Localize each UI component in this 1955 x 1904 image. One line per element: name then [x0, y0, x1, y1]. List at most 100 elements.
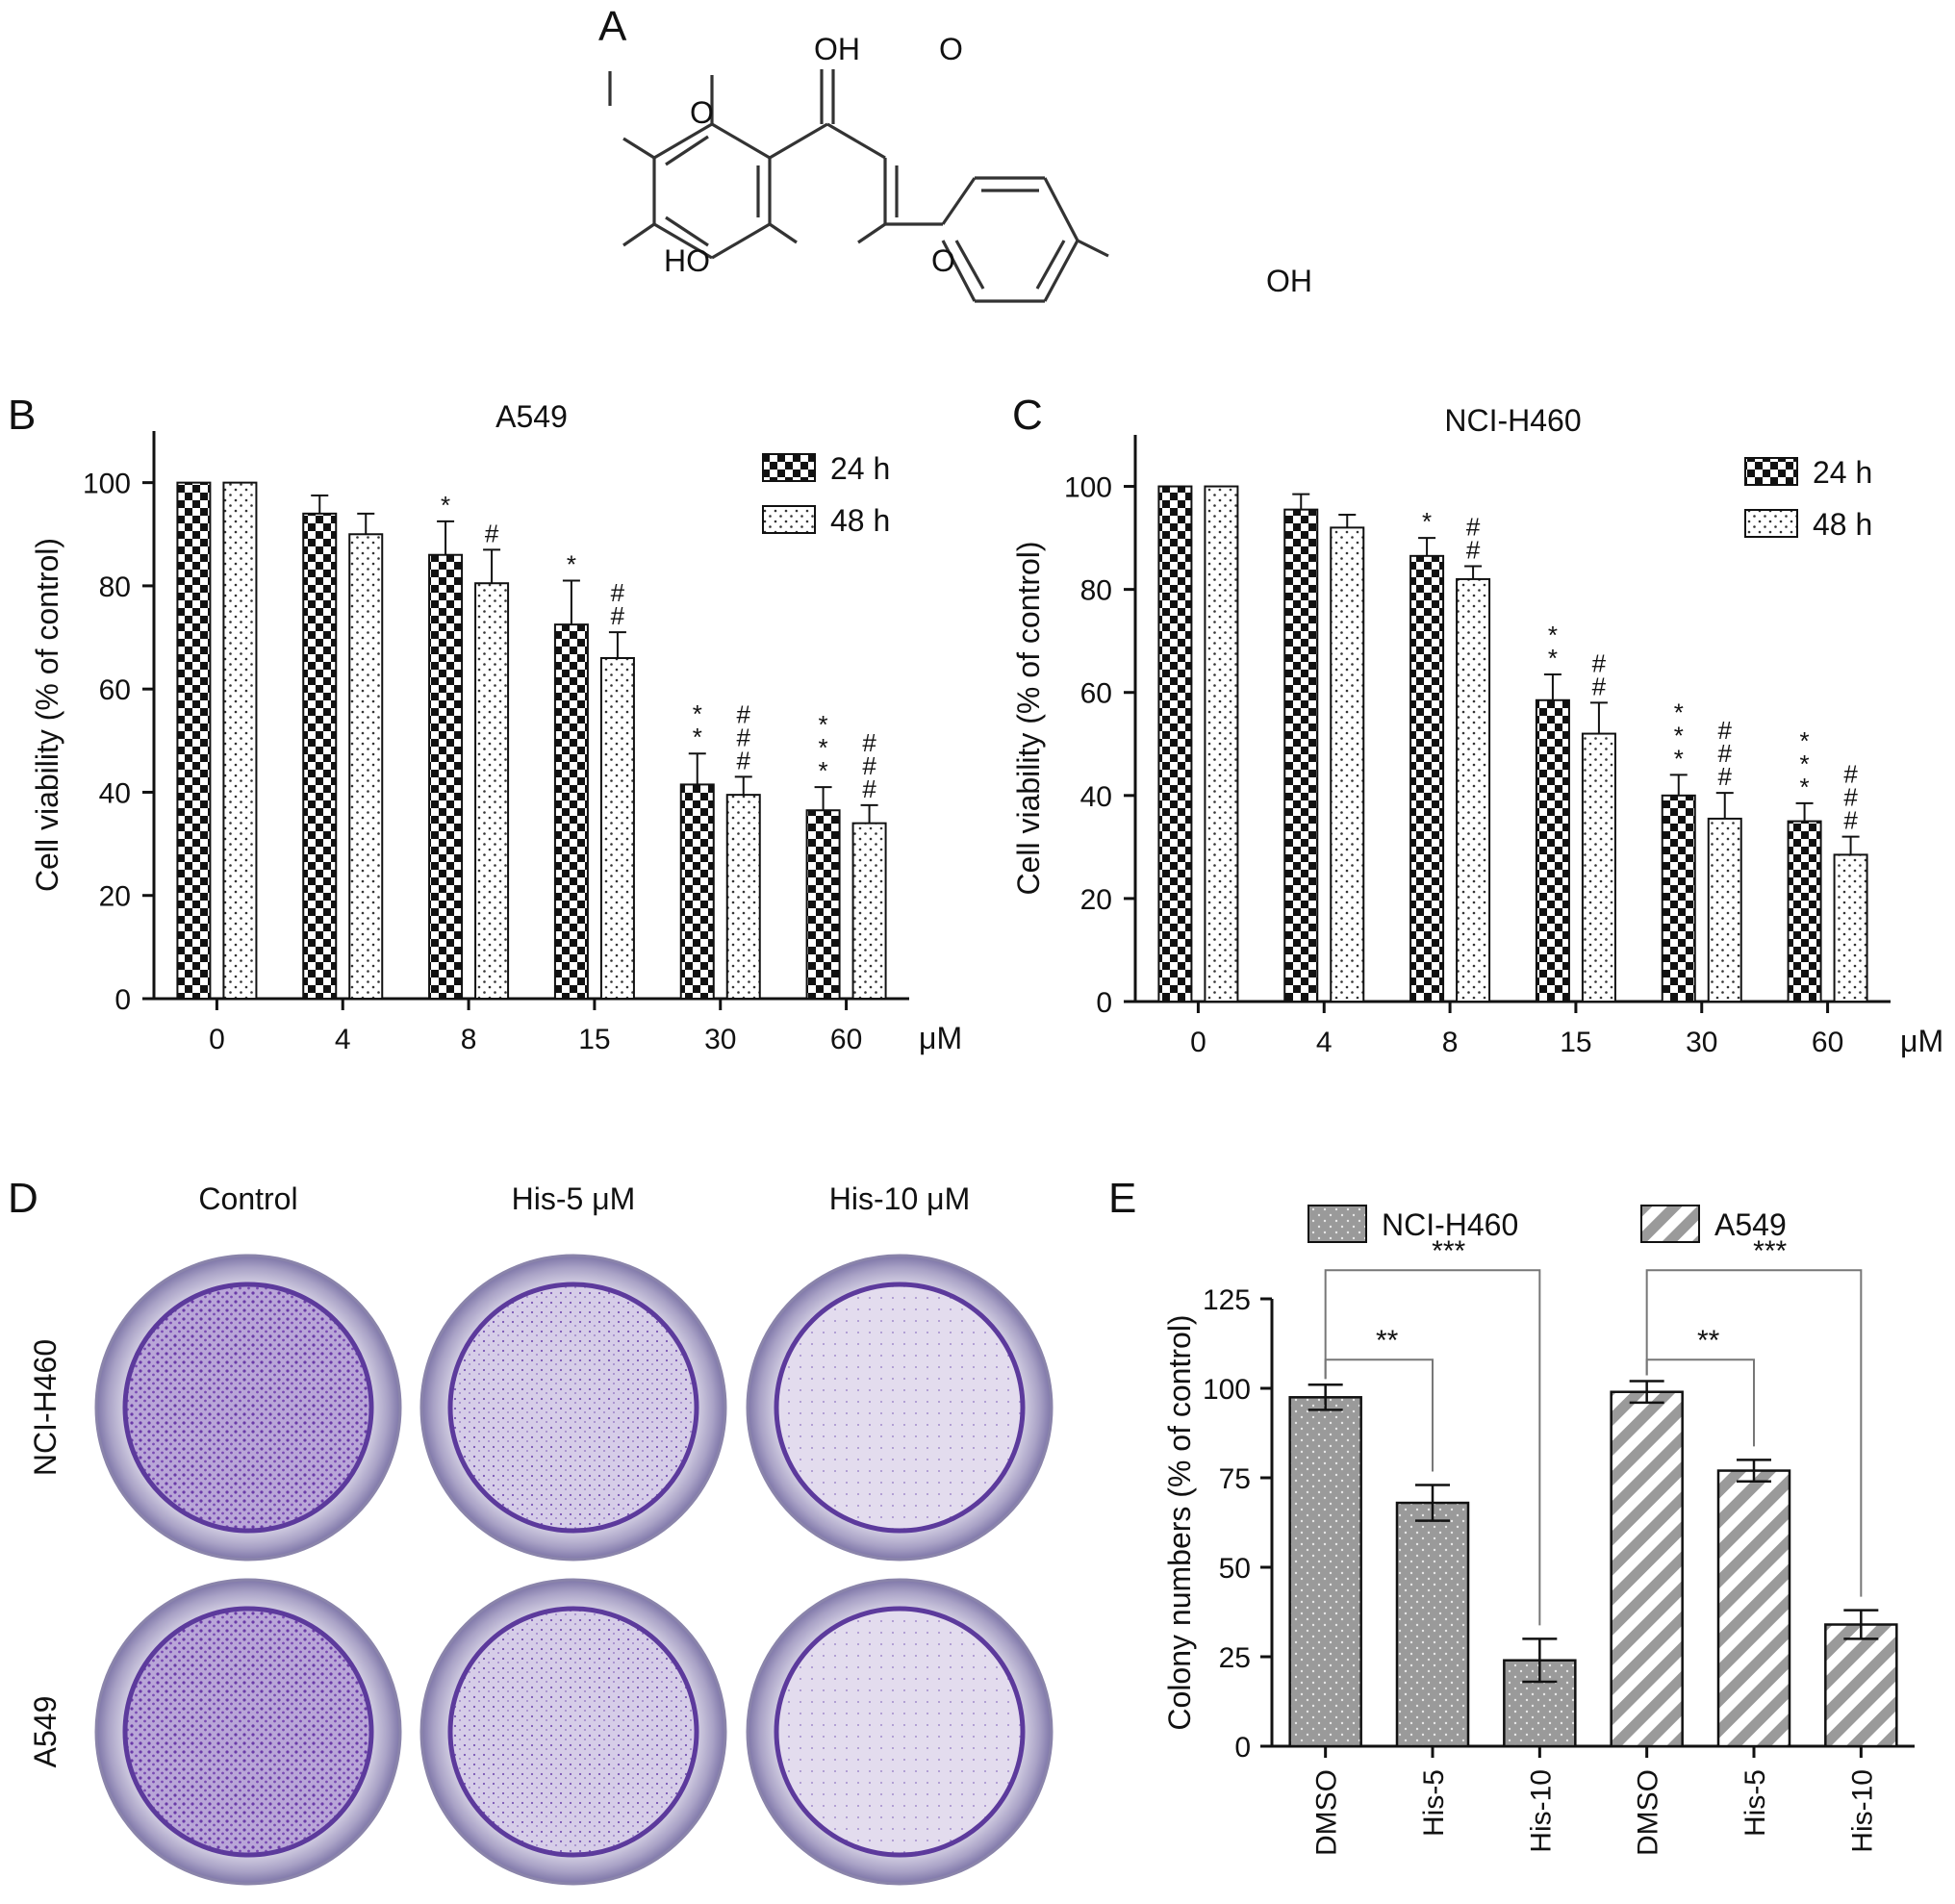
significance-mark: * — [693, 699, 702, 728]
bar — [1535, 698, 1570, 1003]
legend-label: 48 h — [830, 503, 890, 538]
x-tick-label: 4 — [335, 1024, 351, 1055]
significance-mark: # — [1466, 513, 1481, 542]
significance-mark: * — [1674, 721, 1684, 749]
significance-mark: # — [611, 601, 625, 630]
atom-label: O — [690, 95, 714, 130]
y-tick-label: 20 — [99, 881, 131, 913]
legend-label: A549 — [1714, 1207, 1787, 1242]
bar — [1824, 1623, 1898, 1748]
column-label: His-5 μM — [512, 1181, 636, 1216]
x-unit-label: μM — [1900, 1024, 1943, 1058]
significance-mark: # — [1843, 783, 1858, 812]
bar — [851, 822, 887, 1000]
bar — [1661, 794, 1696, 1003]
row-label: NCI-H460 — [28, 1339, 63, 1476]
significance-mark: # — [1718, 739, 1733, 768]
bar — [1833, 853, 1868, 1003]
legend-label: NCI-H460 — [1382, 1207, 1518, 1242]
significance-mark: * — [1800, 773, 1810, 801]
x-tick-label: His-5 — [1739, 1769, 1771, 1837]
y-axis-label: Cell viability (% of control) — [1011, 541, 1046, 895]
dish-well — [122, 1282, 374, 1534]
significance-mark: * — [819, 733, 828, 762]
significance-mark: # — [1843, 806, 1858, 835]
bar — [1283, 508, 1319, 1003]
legend-label: 24 h — [1813, 455, 1872, 490]
column-label: His-10 μM — [829, 1181, 970, 1216]
bar — [222, 481, 258, 1000]
significance-mark: * — [1548, 621, 1558, 649]
significance-mark: # — [737, 699, 751, 728]
bar — [474, 582, 510, 1001]
significance-mark: *** — [1432, 1235, 1465, 1267]
legend-swatch — [1308, 1205, 1367, 1243]
y-tick-label: 60 — [1080, 678, 1112, 710]
legend-label: 24 h — [830, 451, 890, 486]
dish-well — [447, 1282, 699, 1534]
atom-label: O — [931, 243, 955, 278]
significance-mark: # — [1843, 760, 1858, 789]
column-label: Control — [198, 1181, 297, 1216]
chart-title: NCI-H460 — [1444, 403, 1581, 438]
bar — [1157, 485, 1193, 1003]
significance-mark: * — [1674, 744, 1684, 773]
row-label: A549 — [28, 1696, 63, 1768]
colony-dish-photos: Control His-5 μM His-10 μM NCI-H460 A549 — [28, 1181, 1054, 1886]
bar — [176, 481, 212, 1000]
y-tick-label: 60 — [99, 674, 131, 706]
significance-mark: * — [1548, 644, 1558, 673]
bar — [428, 553, 464, 1001]
y-tick-label: 20 — [1080, 884, 1112, 916]
x-tick-label: DMSO — [1633, 1769, 1664, 1856]
panel-label-e: E — [1108, 1175, 1136, 1222]
significance-mark: # — [1718, 762, 1733, 791]
significance-mark: # — [1718, 716, 1733, 745]
bar — [1395, 1501, 1470, 1748]
atom-label: OH — [814, 32, 860, 66]
panel-label-b: B — [8, 392, 36, 439]
y-axis-label: Cell viability (% of control) — [30, 538, 64, 892]
significance-mark: * — [567, 550, 576, 579]
x-tick-label: His-10 — [1525, 1769, 1557, 1853]
bar — [805, 809, 841, 1001]
x-tick-label: 4 — [1316, 1027, 1333, 1058]
x-tick-label: His-10 — [1846, 1769, 1878, 1853]
legend-swatch — [1640, 1205, 1700, 1243]
x-tick-label: His-5 — [1418, 1769, 1450, 1837]
dish-well — [122, 1606, 374, 1858]
significance-mark: *** — [1753, 1235, 1787, 1267]
y-tick-label: 125 — [1203, 1284, 1251, 1316]
significance-bracket — [1324, 1269, 1541, 1626]
x-tick-label: 8 — [1442, 1027, 1459, 1058]
y-tick-label: 100 — [1203, 1374, 1251, 1406]
dish-well — [774, 1282, 1026, 1534]
significance-mark: * — [693, 723, 702, 751]
panel-label-d: D — [8, 1175, 38, 1222]
y-tick-label: 80 — [99, 571, 131, 603]
bar — [1581, 732, 1616, 1003]
legend-swatch — [762, 453, 816, 482]
x-tick-label: 0 — [209, 1024, 225, 1055]
y-tick-label: 80 — [1080, 575, 1112, 607]
bar — [348, 533, 384, 1000]
significance-mark: # — [485, 519, 499, 547]
y-tick-label: 0 — [114, 984, 131, 1016]
x-tick-label: DMSO — [1311, 1769, 1343, 1856]
x-tick-label: 60 — [830, 1024, 862, 1055]
significance-mark: # — [862, 751, 876, 780]
significance-mark: # — [611, 578, 625, 607]
bar — [725, 794, 761, 1000]
bar — [1707, 817, 1742, 1003]
significance-mark: # — [737, 746, 751, 774]
x-tick-label: 0 — [1190, 1027, 1206, 1058]
x-tick-label: 30 — [1686, 1027, 1717, 1058]
atom-label: OH — [1266, 264, 1312, 298]
y-tick-label: 100 — [83, 469, 131, 500]
bar — [1716, 1469, 1791, 1748]
x-tick-label: 60 — [1812, 1027, 1843, 1058]
y-tick-label: 25 — [1219, 1642, 1251, 1674]
